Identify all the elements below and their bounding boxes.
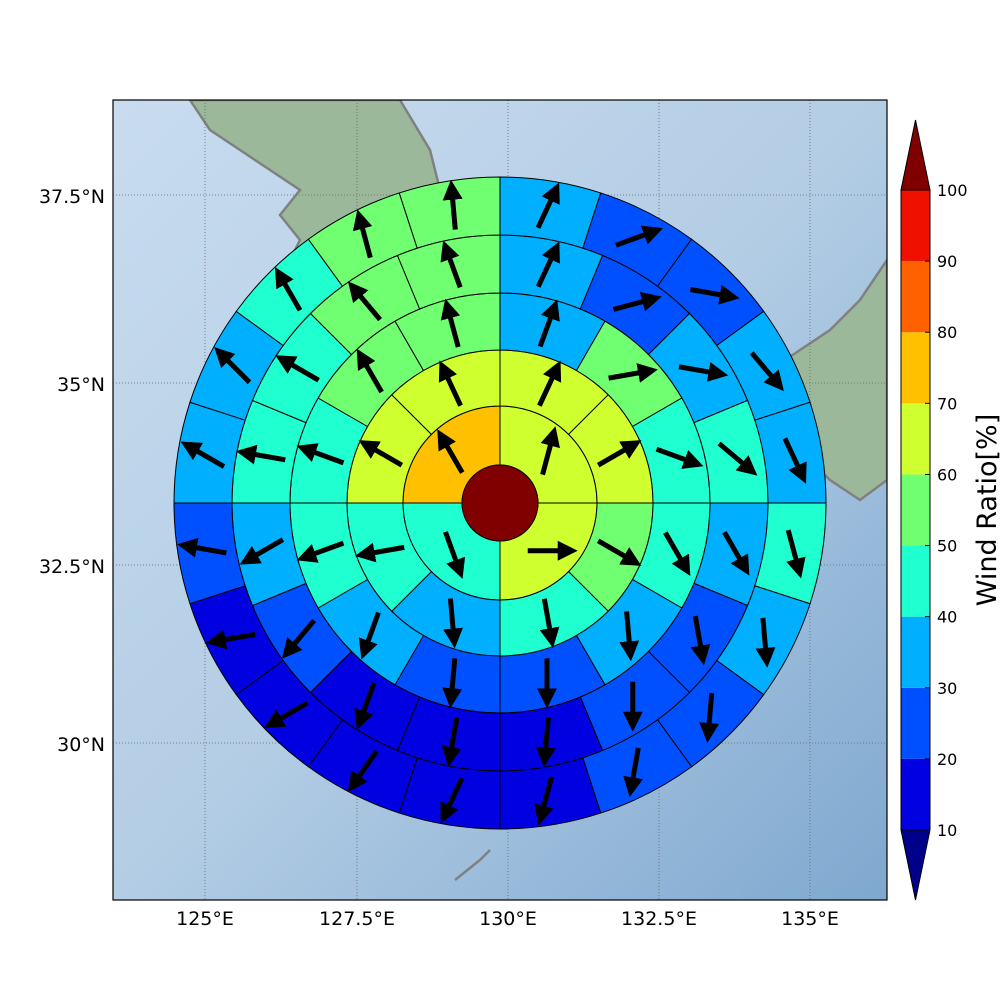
lon-label-125: 125°E	[176, 908, 234, 930]
wind-arrow	[596, 538, 642, 566]
map-panel	[113, 100, 887, 900]
wind-arrow	[352, 209, 373, 259]
wind-arrow	[655, 446, 704, 469]
latitude-labels: 37.5°N 35°N 32.5°N 30°N	[39, 186, 105, 756]
colorbar-tick-label: 50	[937, 537, 957, 556]
wind-arrow	[358, 611, 381, 660]
colorbar-tick-label: 90	[937, 252, 957, 271]
wind-arrow	[537, 299, 560, 348]
wind-arrow	[214, 346, 252, 385]
wind-arrow	[281, 618, 317, 659]
wind-arrow	[356, 348, 384, 394]
lat-label-30: 30°N	[57, 734, 105, 756]
wind-arrow	[274, 267, 303, 312]
map-border	[112, 99, 888, 901]
lat-label-35: 35°N	[57, 374, 105, 396]
colorbar-extend-bottom	[900, 829, 931, 901]
wind-ratio-grid	[173, 176, 827, 830]
wind-arrow	[615, 225, 664, 248]
wind-arrow	[535, 182, 560, 229]
colorbar-segment	[901, 758, 930, 830]
wind-arrow	[612, 292, 662, 312]
wind-arrow	[540, 426, 560, 476]
wind-arrows	[177, 179, 807, 826]
wind-arrow	[535, 241, 560, 288]
wind-arrow	[354, 542, 405, 563]
wind-arrow	[438, 360, 463, 407]
wind-arrow	[619, 611, 640, 662]
colorbar-segment	[901, 403, 930, 475]
wind-arrow	[785, 529, 806, 579]
wind-arrow	[623, 747, 643, 798]
colorbar-tick-label: 40	[937, 608, 957, 627]
wind-arrow	[443, 598, 463, 649]
wind-arrow	[236, 444, 286, 465]
wind-arrow	[699, 692, 720, 743]
wind-arrow	[442, 658, 463, 709]
wind-arrow	[663, 531, 691, 576]
wind-arrow	[689, 284, 740, 305]
wind-arrow	[440, 298, 461, 348]
wind-arrow	[358, 440, 404, 468]
colorbar-tick-label: 70	[937, 394, 957, 413]
wind-arrow	[534, 776, 555, 826]
lon-label-132-5: 132.5°E	[621, 908, 697, 930]
colorbar-segment	[901, 474, 930, 546]
colorbar-frame	[900, 189, 931, 831]
colorbar-segment	[901, 616, 930, 688]
wind-arrow	[596, 440, 642, 468]
longitude-labels: 125°E 127.5°E 130°E 132.5°E 135°E	[176, 908, 839, 930]
wind-arrow	[347, 749, 379, 793]
wind-arrow	[749, 351, 784, 392]
wind-arrow	[440, 240, 463, 289]
wind-arrow	[441, 717, 462, 767]
lon-label-127-5: 127.5°E	[319, 908, 395, 930]
colorbar-segment	[901, 545, 930, 617]
wind-arrow	[717, 441, 758, 476]
wind-arrow	[296, 443, 345, 466]
wind-arrow	[537, 360, 562, 407]
wind-arrow	[539, 598, 560, 649]
wind-arrow	[608, 363, 658, 383]
wind-arrow	[239, 537, 285, 565]
wind-arrow	[275, 355, 320, 383]
lat-label-32-5: 32.5°N	[39, 556, 105, 578]
wind-arrow	[437, 429, 465, 474]
wind-arrow	[782, 437, 807, 484]
wind-arrow	[690, 615, 711, 666]
wind-arrow	[347, 281, 382, 322]
lon-label-130: 130°E	[479, 908, 537, 930]
colorbar-extend-top	[900, 119, 931, 191]
wind-arrow	[296, 540, 345, 563]
colorbar-tick-label: 10	[937, 821, 957, 840]
colorbar-title: Wind Ratio[%]	[972, 414, 1000, 606]
wind-arrow	[755, 617, 776, 668]
colorbar-segment	[901, 332, 930, 404]
colorbar-segment	[901, 261, 930, 333]
colorbar-tick-label: 80	[937, 323, 957, 342]
colorbar-tick-label: 60	[937, 465, 957, 484]
wind-arrow	[443, 531, 466, 579]
colorbar-segment	[901, 190, 930, 262]
colorbar: 10 20 30 40 50 60 70 80 90 100	[900, 119, 968, 901]
wind-arrow	[354, 682, 377, 730]
wind-arrow	[535, 717, 556, 768]
colorbar-tick-label: 100	[937, 181, 968, 200]
colorbar-tick-label: 30	[937, 679, 957, 698]
lat-label-37-5: 37.5°N	[39, 186, 105, 208]
wind-arrow	[205, 629, 256, 650]
wind-arrow	[678, 362, 729, 382]
wind-arrow	[180, 441, 226, 469]
wind-arrow	[722, 531, 750, 576]
wind-arrow	[264, 700, 309, 729]
wind-arrow	[442, 179, 463, 230]
center-disc	[461, 464, 539, 542]
colorbar-tick-label: 20	[937, 750, 957, 769]
wind-arrow	[440, 777, 465, 824]
wind-arrow	[177, 537, 227, 558]
lon-label-135: 135°E	[781, 908, 839, 930]
colorbar-segment	[901, 687, 930, 759]
